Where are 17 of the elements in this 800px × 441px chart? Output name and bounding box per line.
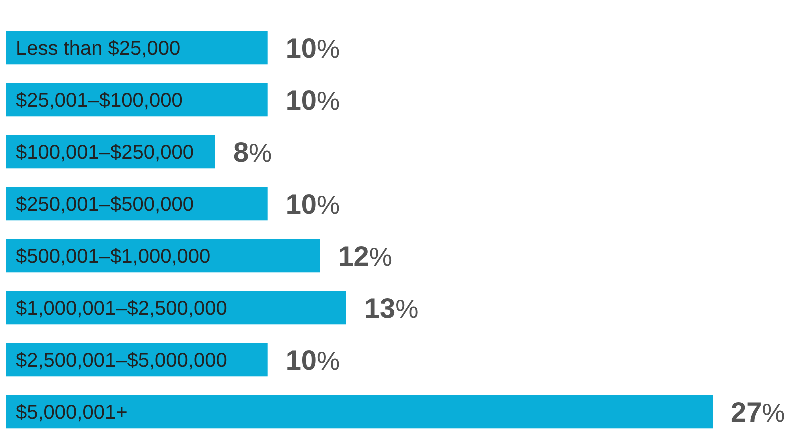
data-label: 10%	[286, 344, 340, 376]
y-tick-label: $25,001–$100,000	[16, 90, 183, 112]
y-tick-label: $100,001–$250,000	[16, 142, 194, 164]
bar	[6, 395, 713, 429]
data-label: 10%	[286, 84, 340, 116]
y-tick-label: $250,001–$500,000	[16, 194, 194, 216]
data-label: 8%	[233, 136, 272, 168]
data-label: 27%	[731, 396, 786, 428]
y-tick-label: Less than $25,000	[16, 38, 181, 60]
data-label: 13%	[364, 292, 419, 324]
data-label: 10%	[286, 32, 340, 64]
y-tick-label: $500,001–$1,000,000	[16, 246, 211, 268]
y-tick-label: $1,000,001–$2,500,000	[16, 298, 228, 320]
y-tick-label: $5,000,001+	[16, 402, 128, 424]
data-label: 10%	[286, 188, 340, 220]
data-label: 12%	[338, 240, 393, 272]
y-tick-label: $2,500,001–$5,000,000	[16, 350, 228, 372]
